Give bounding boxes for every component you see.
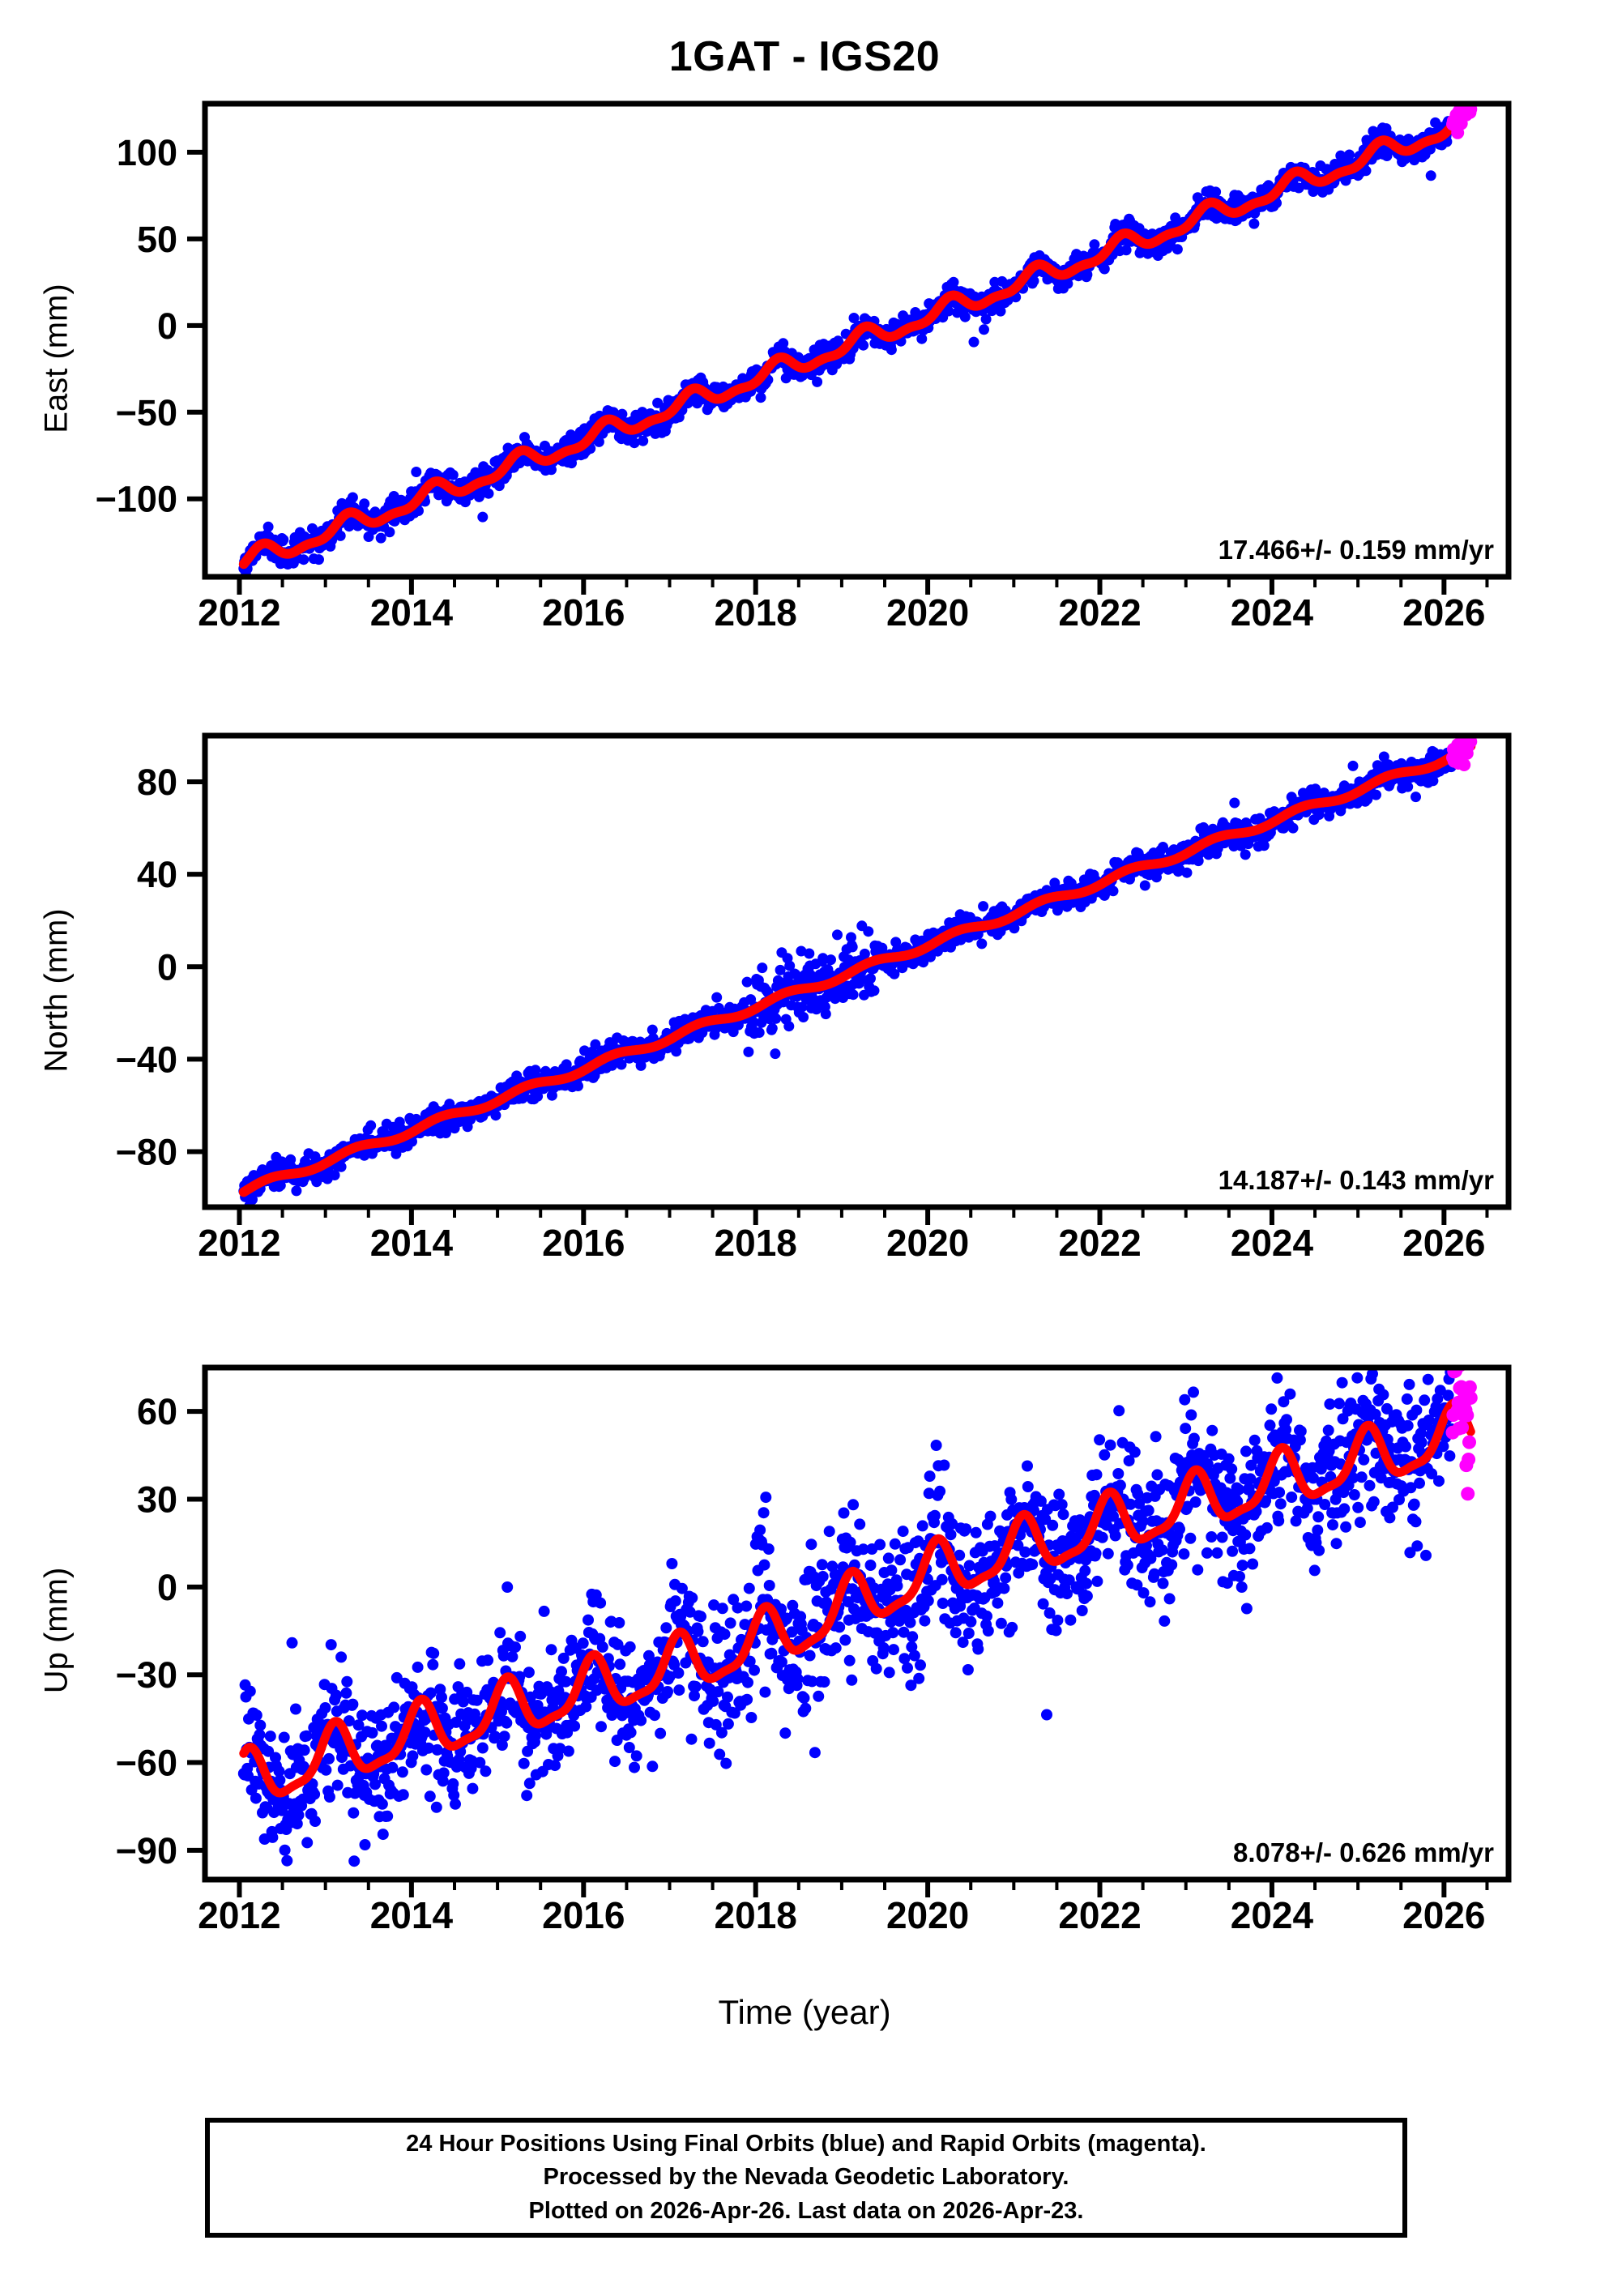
rate-annotation: 8.078+/- 0.626 mm/yr (1233, 1837, 1494, 1867)
x-tick-label: 2014 (370, 1894, 454, 1936)
x-tick-label: 2016 (542, 1894, 625, 1936)
y-tick-label: 0 (157, 946, 177, 988)
y-tick-label: −80 (116, 1132, 177, 1173)
y-tick-label: 80 (137, 762, 177, 803)
panel-up-ylabel: Up (mm) (38, 1567, 75, 1694)
rate-annotation: 17.466+/- 0.159 mm/yr (1218, 535, 1494, 565)
panel-east-ylabel: East (mm) (38, 284, 75, 433)
x-tick-label: 2018 (715, 591, 797, 634)
panel-east-plot: 2012 2014 2016 2018 2020 2022 2024 2026 100 50 0 −5… (96, 100, 1512, 634)
panel-north: North (mm) 2012 2014 2016 2018 2020 2022 2024 2… (0, 713, 1609, 1296)
x-tick-label: 2014 (370, 1222, 454, 1264)
y-tick-label: 30 (137, 1479, 177, 1521)
footer-line-1: 24 Hour Positions Using Final Orbits (bl… (406, 2131, 1206, 2157)
y-tick-label: 100 (117, 132, 177, 173)
y-tick-label: −40 (116, 1039, 177, 1080)
y-tick-label: −50 (116, 392, 177, 433)
y-tick-label: −60 (116, 1743, 177, 1784)
footer-note-box: 24 Hour Positions Using Final Orbits (bl… (205, 2118, 1407, 2238)
panel-up: Up (mm) 2012 2014 2016 2018 2020 2022 2024 2026… (0, 1345, 1609, 1961)
x-tick-label: 2022 (1058, 591, 1141, 634)
x-tick-label: 2026 (1402, 1894, 1485, 1936)
footer-line-2: Processed by the Nevada Geodetic Laborat… (543, 2164, 1069, 2191)
panel-north-plot: 2012 2014 2016 2018 2020 2022 2024 2026 80 40 0 −40… (116, 732, 1512, 1264)
y-tick-label: 0 (157, 305, 177, 347)
y-tick-label: 40 (137, 854, 177, 895)
x-tick-label: 2022 (1058, 1894, 1141, 1936)
x-tick-label: 2020 (886, 591, 969, 634)
x-tick-label: 2022 (1058, 1222, 1141, 1264)
y-tick-label: 50 (137, 219, 177, 260)
x-tick-label: 2020 (886, 1222, 969, 1264)
panel-east: East (mm) 2012 2014 2016 2018 2020 2022 2024 20… (0, 81, 1609, 664)
page-title: 1GAT - IGS20 (668, 33, 941, 80)
rate-annotation: 14.187+/- 0.143 mm/yr (1218, 1165, 1494, 1195)
y-tick-label: 0 (157, 1567, 177, 1608)
x-tick-label: 2016 (542, 1222, 625, 1264)
panel-north-ylabel: North (mm) (38, 908, 75, 1073)
x-tick-label: 2024 (1231, 1222, 1314, 1264)
panel-up-plot: 2012 2014 2016 2018 2020 2022 2024 2026 60 30 0 −30… (116, 1364, 1512, 1936)
x-tick-label: 2018 (715, 1894, 797, 1936)
x-tick-label: 2012 (198, 1894, 280, 1936)
y-tick-label: 60 (137, 1391, 177, 1432)
y-tick-label: −30 (116, 1654, 177, 1696)
x-tick-label: 2026 (1402, 591, 1485, 634)
x-tick-label: 2020 (886, 1894, 969, 1936)
x-tick-label: 2012 (198, 1222, 280, 1264)
x-tick-label: 2012 (198, 591, 280, 634)
x-tick-label: 2024 (1231, 1894, 1314, 1936)
x-axis-label: Time (year) (718, 1993, 891, 2031)
x-tick-label: 2014 (370, 591, 454, 634)
y-tick-label: −100 (96, 479, 177, 520)
y-tick-label: −90 (116, 1830, 177, 1871)
x-tick-label: 2018 (715, 1222, 797, 1264)
x-tick-label: 2024 (1231, 591, 1314, 634)
x-tick-label: 2026 (1402, 1222, 1485, 1264)
x-tick-label: 2016 (542, 591, 625, 634)
footer-line-3: Plotted on 2026-Apr-26. Last data on 202… (528, 2197, 1084, 2224)
